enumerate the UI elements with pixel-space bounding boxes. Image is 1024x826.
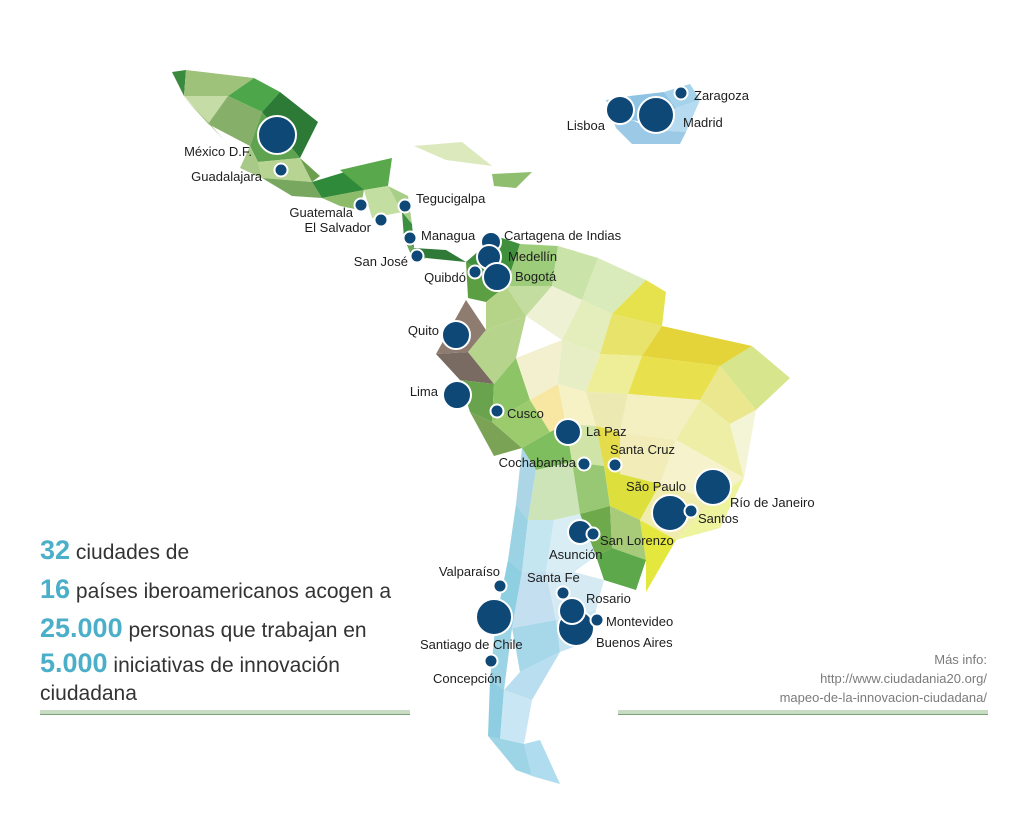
label-madrid: Madrid bbox=[683, 115, 723, 130]
stat-initiatives-number: 5.000 bbox=[40, 648, 108, 678]
label-bogota: Bogotá bbox=[515, 269, 557, 284]
label-zaragoza: Zaragoza bbox=[694, 88, 750, 103]
marker-guatemala[interactable] bbox=[353, 197, 369, 213]
label-sao-paulo: São Paulo bbox=[626, 479, 686, 494]
stat-cities: 32 ciudades de bbox=[40, 532, 420, 571]
label-guatemala: Guatemala bbox=[289, 205, 353, 220]
marker-bogota[interactable] bbox=[482, 262, 512, 292]
label-valparaiso: Valparaíso bbox=[439, 564, 500, 579]
label-rio-de-janeiro: Río de Janeiro bbox=[730, 495, 815, 510]
label-san-jose: San José bbox=[354, 254, 408, 269]
label-la-paz: La Paz bbox=[586, 424, 626, 439]
label-rosario: Rosario bbox=[586, 591, 631, 606]
label-montevideo: Montevideo bbox=[606, 614, 673, 629]
label-tegucigalpa: Tegucigalpa bbox=[416, 191, 486, 206]
marker-guadalajara[interactable] bbox=[273, 162, 289, 178]
more-info: Más info: http://www.ciudadania20.org/ m… bbox=[780, 650, 987, 707]
marker-zaragoza[interactable] bbox=[673, 85, 689, 101]
stats-block: 32 ciudades de 16 países iberoamericanos… bbox=[40, 532, 420, 708]
city-markers bbox=[257, 85, 732, 669]
more-info-link-1[interactable]: http://www.ciudadania20.org/ bbox=[820, 671, 987, 686]
marker-santiago[interactable] bbox=[475, 598, 513, 636]
marker-concepcion[interactable] bbox=[483, 653, 499, 669]
label-buenos-aires: Buenos Aires bbox=[596, 635, 673, 650]
marker-san-lorenzo[interactable] bbox=[585, 526, 601, 542]
marker-santa-fe[interactable] bbox=[555, 585, 571, 601]
marker-mexico-df[interactable] bbox=[257, 115, 297, 155]
stat-people: 25.000 personas que trabajan en bbox=[40, 610, 420, 649]
label-san-lorenzo: San Lorenzo bbox=[600, 533, 674, 548]
region-caribbean bbox=[414, 142, 532, 188]
label-cartagena: Cartagena de Indias bbox=[504, 228, 622, 243]
label-quibdo: Quibdó bbox=[424, 270, 466, 285]
marker-lisboa[interactable] bbox=[605, 95, 635, 125]
stat-countries-text: países iberoamericanos acogen a bbox=[75, 580, 392, 603]
label-mexico-df: México D.F. bbox=[184, 144, 252, 159]
marker-el-salvador[interactable] bbox=[373, 212, 389, 228]
label-lisboa: Lisboa bbox=[567, 118, 606, 133]
marker-santos[interactable] bbox=[683, 503, 699, 519]
label-concepcion: Concepción bbox=[433, 671, 502, 686]
label-santos: Santos bbox=[698, 511, 739, 526]
label-cusco: Cusco bbox=[507, 406, 544, 421]
more-info-title: Más info: bbox=[934, 652, 987, 667]
stat-people-text: personas que trabajan en bbox=[128, 619, 367, 642]
marker-cusco[interactable] bbox=[489, 403, 505, 419]
marker-quito[interactable] bbox=[441, 320, 471, 350]
stat-cities-text: ciudades de bbox=[75, 541, 190, 564]
marker-managua[interactable] bbox=[402, 230, 418, 246]
marker-madrid[interactable] bbox=[637, 96, 675, 134]
stat-cities-number: 32 bbox=[40, 535, 71, 565]
label-quito: Quito bbox=[408, 323, 439, 338]
label-lima: Lima bbox=[410, 384, 439, 399]
marker-santa-cruz[interactable] bbox=[607, 457, 623, 473]
more-info-link-2[interactable]: mapeo-de-la-innovacion-ciudadana/ bbox=[779, 690, 987, 705]
stat-initiatives: 5.000 iniciativas de innovación ciudadan… bbox=[40, 649, 420, 708]
marker-cochabamba[interactable] bbox=[576, 456, 592, 472]
marker-san-jose[interactable] bbox=[409, 248, 425, 264]
label-santa-cruz: Santa Cruz bbox=[610, 442, 675, 457]
stat-countries-number: 16 bbox=[40, 574, 71, 604]
label-guadalajara: Guadalajara bbox=[191, 169, 263, 184]
label-medellin: Medellín bbox=[508, 249, 557, 264]
stat-people-number: 25.000 bbox=[40, 613, 123, 643]
marker-rosario[interactable] bbox=[558, 597, 586, 625]
divider-right bbox=[618, 710, 988, 715]
label-santa-fe: Santa Fe bbox=[527, 570, 580, 585]
marker-lima[interactable] bbox=[442, 380, 472, 410]
marker-la-paz[interactable] bbox=[554, 418, 582, 446]
label-santiago: Santiago de Chile bbox=[420, 637, 523, 652]
label-asuncion: Asunción bbox=[549, 547, 602, 562]
marker-tegucigalpa[interactable] bbox=[397, 198, 413, 214]
marker-valparaiso[interactable] bbox=[492, 578, 508, 594]
region-south-america bbox=[436, 236, 790, 784]
marker-rio-de-janeiro[interactable] bbox=[694, 468, 732, 506]
label-el-salvador: El Salvador bbox=[305, 220, 372, 235]
city-labels: México D.F. Guadalajara Guatemala El Sal… bbox=[184, 88, 814, 686]
divider-left bbox=[40, 710, 410, 715]
stat-initiatives-text: iniciativas de innovación ciudadana bbox=[40, 654, 340, 705]
marker-sao-paulo[interactable] bbox=[651, 494, 689, 532]
label-managua: Managua bbox=[421, 228, 476, 243]
label-cochabamba: Cochabamba bbox=[499, 455, 577, 470]
marker-montevideo[interactable] bbox=[589, 612, 605, 628]
stat-countries: 16 países iberoamericanos acogen a bbox=[40, 571, 420, 610]
marker-quibdo[interactable] bbox=[467, 264, 483, 280]
